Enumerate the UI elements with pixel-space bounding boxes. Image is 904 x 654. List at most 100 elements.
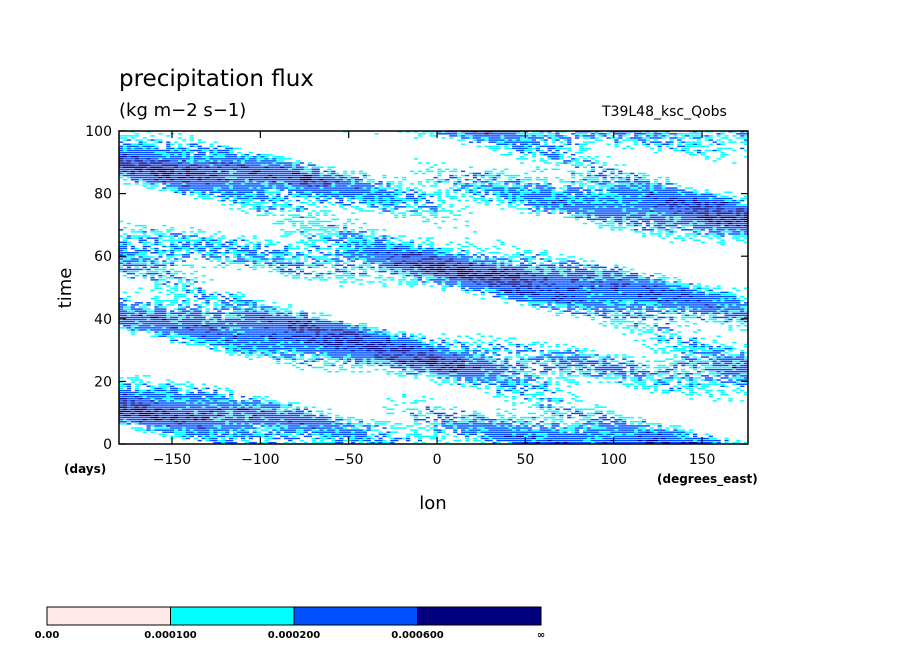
heatmap-cell	[657, 149, 662, 152]
heatmap-cell	[500, 260, 505, 262]
heatmap-cell	[366, 204, 371, 206]
heatmap-cell	[657, 176, 662, 179]
heatmap-cell	[386, 181, 391, 183]
heatmap-cell	[134, 170, 139, 173]
heatmap-cell	[366, 183, 371, 185]
heatmap-cell	[394, 176, 399, 179]
heatmap-cell	[740, 220, 745, 223]
heatmap-cell	[162, 162, 167, 164]
heatmap-cell	[146, 170, 151, 173]
heatmap-cell	[402, 266, 407, 269]
heatmap-cell	[578, 268, 584, 271]
heatmap-cell	[280, 258, 285, 260]
heatmap-cell	[177, 168, 183, 171]
heatmap-cell	[402, 241, 407, 244]
heatmap-cell	[170, 268, 175, 271]
heatmap-cell	[142, 151, 147, 154]
heatmap-cell	[366, 199, 371, 202]
heatmap-cell	[421, 133, 426, 135]
heatmap-cell	[122, 151, 128, 154]
heatmap-cell	[370, 181, 375, 183]
heatmap-cell	[119, 158, 124, 160]
heatmap-cell	[594, 268, 599, 271]
heatmap-cell	[531, 187, 537, 189]
heatmap-cell	[362, 258, 367, 260]
heatmap-cell	[641, 199, 647, 202]
heatmap-cell	[567, 191, 572, 193]
heatmap-cell	[362, 187, 367, 189]
heatmap-cell	[201, 245, 206, 248]
heatmap-cell	[390, 181, 395, 183]
heatmap-cell	[347, 185, 352, 187]
heatmap-cell	[331, 266, 336, 269]
heatmap-cell	[512, 206, 517, 208]
heatmap-cell	[315, 183, 320, 185]
heatmap-cell	[382, 249, 387, 252]
heatmap-cell	[311, 187, 316, 189]
heatmap-cell	[413, 197, 419, 200]
heatmap-cell	[236, 256, 242, 258]
heatmap-cell	[527, 252, 533, 254]
heatmap-cell	[665, 235, 670, 237]
heatmap-cell	[221, 174, 226, 177]
heatmap-cell	[563, 204, 568, 206]
heatmap-cell	[728, 216, 733, 219]
heatmap-cell	[142, 147, 147, 150]
heatmap-cell	[354, 176, 360, 179]
heatmap-cell	[594, 201, 599, 204]
heatmap-cell	[339, 260, 344, 262]
heatmap-cell	[354, 243, 360, 246]
heatmap-cell	[610, 226, 615, 229]
heatmap-cell	[457, 264, 462, 267]
heatmap-cell	[700, 235, 706, 237]
heatmap-cell	[720, 151, 725, 154]
heatmap-cell	[233, 170, 238, 173]
heatmap-cell	[453, 168, 458, 171]
heatmap-cell	[590, 195, 595, 198]
heatmap-cell	[641, 133, 647, 135]
heatmap-cell	[142, 231, 147, 233]
heatmap-cell	[170, 235, 175, 237]
heatmap-cell	[724, 204, 729, 206]
heatmap-cell	[366, 254, 371, 256]
heatmap-cell	[594, 199, 599, 202]
heatmap-cell	[563, 199, 568, 202]
heatmap-cell	[665, 222, 670, 225]
heatmap-cell	[185, 243, 191, 246]
heatmap-cell	[547, 206, 552, 208]
heatmap-cell	[284, 187, 289, 189]
heatmap-cell	[386, 195, 391, 198]
heatmap-cell	[240, 204, 246, 206]
heatmap-cell	[472, 133, 478, 135]
heatmap-cell	[523, 153, 529, 156]
heatmap-cell	[229, 245, 234, 248]
heatmap-cell	[433, 266, 438, 269]
heatmap-cell	[421, 254, 426, 256]
heatmap-cell	[122, 256, 128, 258]
heatmap-cell	[331, 191, 336, 193]
heatmap-cell	[590, 174, 595, 177]
heatmap-cell	[213, 174, 218, 177]
heatmap-cell	[158, 231, 163, 233]
heatmap-cell	[626, 174, 631, 177]
heatmap-cell	[272, 168, 277, 171]
heatmap-cell	[464, 185, 470, 187]
heatmap-cell	[692, 222, 698, 225]
heatmap-cell	[189, 178, 194, 181]
heatmap-cell	[347, 231, 352, 233]
heatmap-cell	[720, 233, 725, 235]
heatmap-cell	[637, 185, 643, 187]
heatmap-cell	[150, 260, 155, 262]
heatmap-cell	[610, 216, 615, 219]
heatmap-cell	[567, 201, 572, 204]
heatmap-cell	[449, 260, 454, 262]
heatmap-cell	[637, 189, 643, 191]
heatmap-cell	[543, 183, 548, 185]
heatmap-cell	[221, 176, 226, 179]
heatmap-cell	[500, 256, 505, 258]
heatmap-cell	[311, 262, 316, 264]
heatmap-cell	[578, 135, 584, 137]
heatmap-cell	[586, 174, 592, 177]
heatmap-cell	[280, 172, 285, 175]
heatmap-cell	[531, 151, 537, 154]
